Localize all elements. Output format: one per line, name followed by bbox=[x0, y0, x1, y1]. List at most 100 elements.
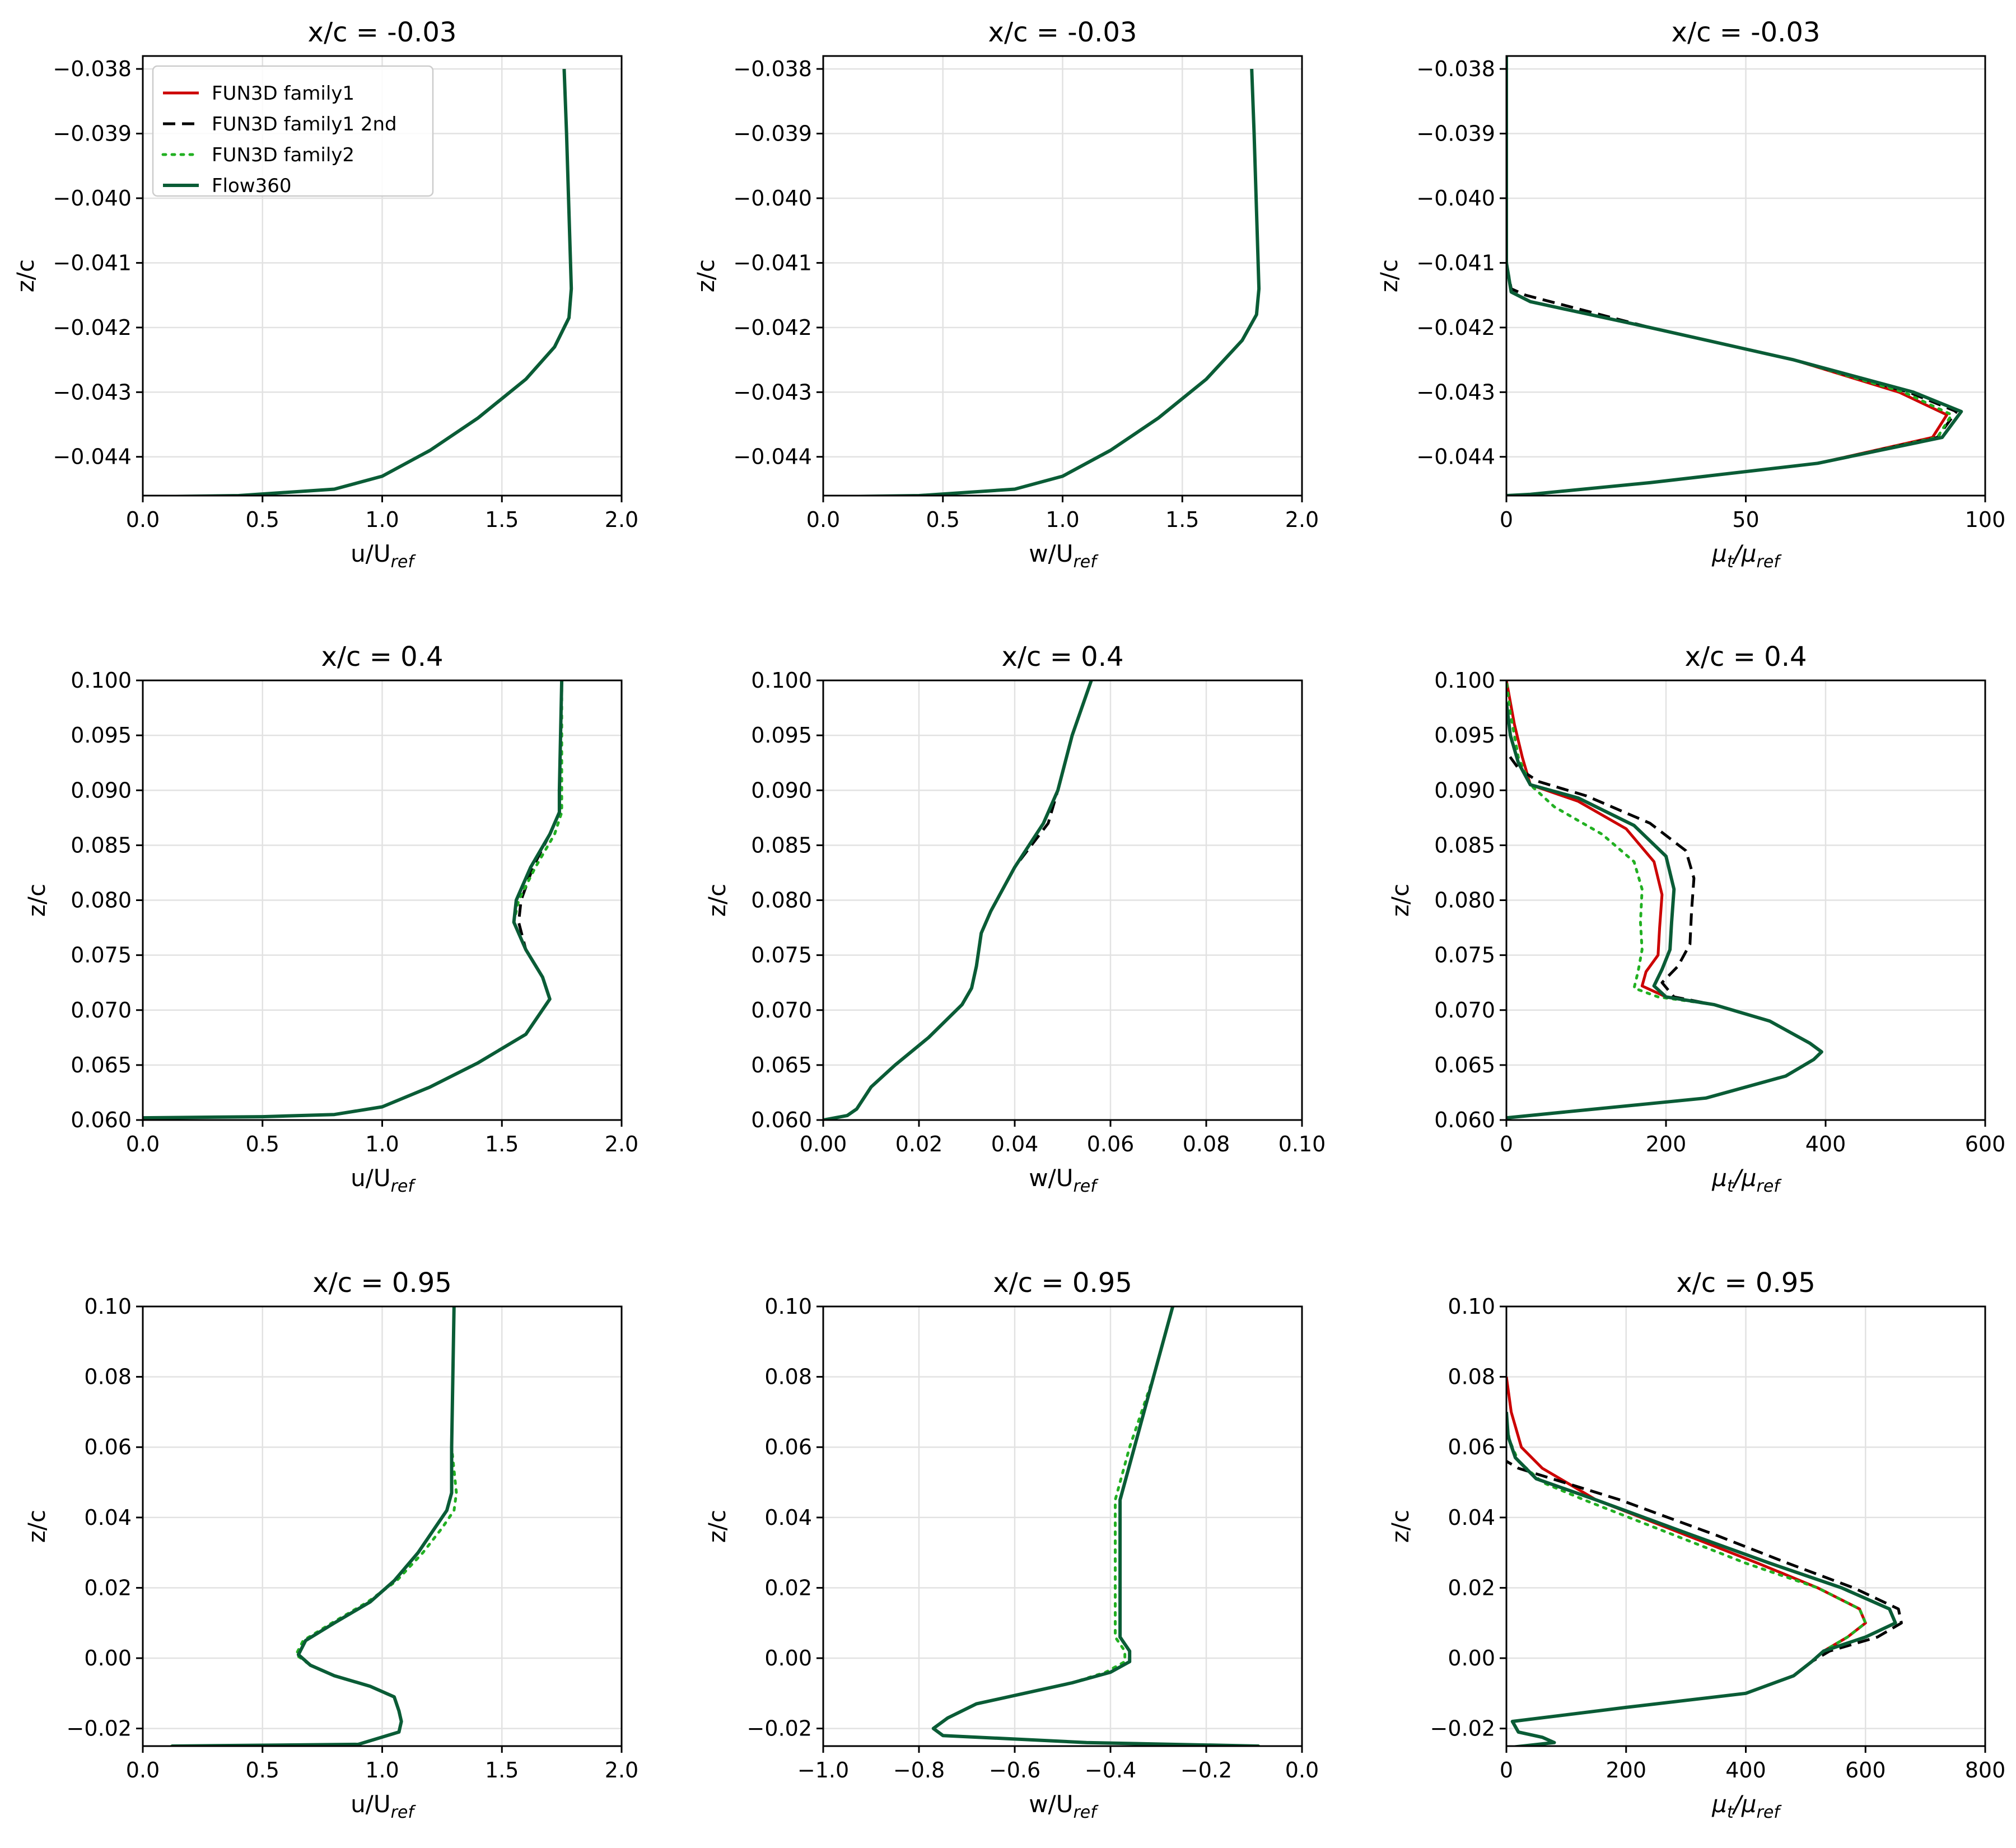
series-line bbox=[171, 1306, 456, 1746]
y-tick-label: −0.040 bbox=[733, 186, 812, 211]
x-axis-label: μt/μref bbox=[1711, 1790, 1782, 1822]
y-tick-label: 0.00 bbox=[84, 1646, 132, 1670]
chart-title: x/c = 0.95 bbox=[312, 1267, 452, 1299]
y-tick-label: 0.065 bbox=[71, 1053, 132, 1077]
y-tick-label: −0.044 bbox=[1416, 445, 1495, 469]
y-tick-label: 0.10 bbox=[764, 1294, 812, 1319]
y-axis-label: z/c bbox=[1387, 1510, 1414, 1543]
series-line bbox=[1506, 1412, 1897, 1746]
y-tick-label: −0.043 bbox=[53, 380, 132, 404]
y-tick-label: 0.06 bbox=[764, 1435, 812, 1459]
y-tick-label: −0.042 bbox=[1416, 315, 1495, 340]
series-line bbox=[143, 680, 564, 1120]
series-line bbox=[1506, 680, 1823, 1119]
chart-title: x/c = 0.95 bbox=[993, 1267, 1132, 1299]
y-tick-label: −0.041 bbox=[1416, 250, 1495, 275]
y-axis-label: z/c bbox=[703, 884, 731, 917]
x-tick-label: 600 bbox=[1845, 1758, 1886, 1782]
y-tick-label: −0.039 bbox=[53, 122, 132, 146]
series-line bbox=[1506, 56, 1958, 496]
chart-panel: 0 50 100 −0.038 −0.039 −0.040 −0.041 −0.042 −0.0… bbox=[1375, 17, 2005, 572]
y-axis-label: z/c bbox=[692, 259, 720, 292]
x-tick-label: 1.5 bbox=[485, 507, 519, 532]
y-tick-label: 0.10 bbox=[1448, 1294, 1495, 1319]
chart-title: x/c = -0.03 bbox=[308, 17, 457, 48]
y-tick-label: −0.043 bbox=[733, 380, 812, 404]
y-axis-label: z/c bbox=[23, 1510, 50, 1543]
y-tick-label: 0.060 bbox=[71, 1108, 132, 1132]
axes-frame bbox=[822, 1305, 1303, 1747]
chart-title: x/c = 0.4 bbox=[1684, 641, 1807, 673]
y-tick-label: −0.039 bbox=[733, 122, 812, 146]
y-tick-label: 0.085 bbox=[1434, 833, 1495, 857]
y-tick-label: 0.075 bbox=[1434, 943, 1495, 968]
x-tick-label: 0 bbox=[1500, 1758, 1513, 1782]
y-tick-label: 0.080 bbox=[1434, 888, 1495, 913]
x-tick-label: 800 bbox=[1965, 1758, 2006, 1782]
y-tick-label: 0.06 bbox=[1448, 1435, 1495, 1459]
y-tick-label: 0.100 bbox=[71, 668, 132, 693]
x-axis-label: u/Uref bbox=[351, 1790, 416, 1822]
y-tick-label: 0.08 bbox=[1448, 1365, 1495, 1389]
legend-label: FUN3D family1 bbox=[212, 82, 354, 105]
x-tick-label: 2.0 bbox=[1285, 507, 1319, 532]
y-tick-label: −0.039 bbox=[1416, 122, 1495, 146]
x-tick-label: 200 bbox=[1646, 1132, 1687, 1156]
y-tick-label: 0.095 bbox=[751, 723, 812, 748]
chart-title: x/c = -0.03 bbox=[1672, 17, 1821, 48]
chart-title: x/c = 0.4 bbox=[321, 641, 443, 673]
series-line bbox=[1506, 1417, 1867, 1746]
y-tick-label: −0.02 bbox=[1430, 1716, 1495, 1741]
x-tick-label: 0.10 bbox=[1278, 1132, 1326, 1156]
y-tick-label: 0.070 bbox=[751, 998, 812, 1023]
series-line bbox=[932, 1306, 1261, 1746]
y-tick-label: 0.075 bbox=[751, 943, 812, 968]
y-tick-label: −0.041 bbox=[53, 250, 132, 275]
x-tick-label: 0.5 bbox=[246, 1132, 279, 1156]
x-tick-label: 200 bbox=[1606, 1758, 1646, 1782]
x-tick-label: 1.0 bbox=[365, 1758, 399, 1782]
series-line bbox=[1506, 1376, 1867, 1746]
chart-panel: 0.0 0.5 1.0 1.5 2.0 −0.038 −0.039 −0.040 −0.041 −… bbox=[692, 17, 1319, 572]
x-tick-label: 2.0 bbox=[605, 1132, 638, 1156]
x-tick-label: 0.0 bbox=[1285, 1758, 1319, 1782]
x-tick-label: 1.5 bbox=[1165, 507, 1199, 532]
series-line bbox=[171, 1306, 456, 1746]
x-axis-label: μt/μref bbox=[1711, 1164, 1782, 1196]
x-tick-label: 100 bbox=[1965, 507, 2006, 532]
x-tick-label: −0.8 bbox=[893, 1758, 945, 1782]
x-axis-label: w/Uref bbox=[1029, 1164, 1099, 1196]
x-tick-label: 0.00 bbox=[800, 1132, 847, 1156]
x-tick-label: 0.5 bbox=[926, 507, 960, 532]
legend-label: FUN3D family2 bbox=[212, 144, 354, 166]
y-tick-label: 0.060 bbox=[1434, 1108, 1495, 1132]
chart-panel: 0.0 0.5 1.0 1.5 2.0 −0.038 −0.039 −0.040 −0.041 −… bbox=[12, 17, 638, 572]
x-tick-label: 0.0 bbox=[126, 1758, 160, 1782]
chart-title: x/c = 0.4 bbox=[1001, 641, 1123, 673]
x-tick-label: 1.0 bbox=[1046, 507, 1079, 532]
x-tick-label: 400 bbox=[1805, 1132, 1846, 1156]
y-tick-label: 0.080 bbox=[71, 888, 132, 913]
legend-label: Flow360 bbox=[212, 175, 292, 197]
x-tick-label: 0.04 bbox=[991, 1132, 1039, 1156]
chart-panel: 0.00 0.02 0.04 0.06 0.08 0.10 0.060 0.065 0.070 0… bbox=[703, 641, 1326, 1196]
y-tick-label: 0.02 bbox=[84, 1575, 132, 1600]
x-axis-label: w/Uref bbox=[1029, 540, 1099, 572]
x-tick-label: −0.4 bbox=[1085, 1758, 1136, 1782]
y-tick-label: −0.038 bbox=[53, 57, 132, 81]
y-tick-label: −0.02 bbox=[67, 1716, 132, 1741]
series-line bbox=[1506, 56, 1949, 496]
series-line bbox=[932, 1306, 1259, 1746]
series-line bbox=[1506, 56, 1953, 496]
y-axis-label: z/c bbox=[12, 259, 39, 292]
x-tick-label: 0.5 bbox=[246, 1758, 279, 1782]
x-tick-label: 1.0 bbox=[365, 507, 399, 532]
x-tick-label: −0.2 bbox=[1180, 1758, 1232, 1782]
x-axis-label: w/Uref bbox=[1029, 1790, 1099, 1822]
x-tick-label: 1.5 bbox=[485, 1132, 519, 1156]
y-tick-label: −0.042 bbox=[53, 315, 132, 340]
legend: FUN3D family1 FUN3D family1 2nd FUN3D fami… bbox=[152, 65, 434, 197]
y-tick-label: 0.085 bbox=[71, 833, 132, 857]
x-tick-label: 0 bbox=[1500, 507, 1513, 532]
